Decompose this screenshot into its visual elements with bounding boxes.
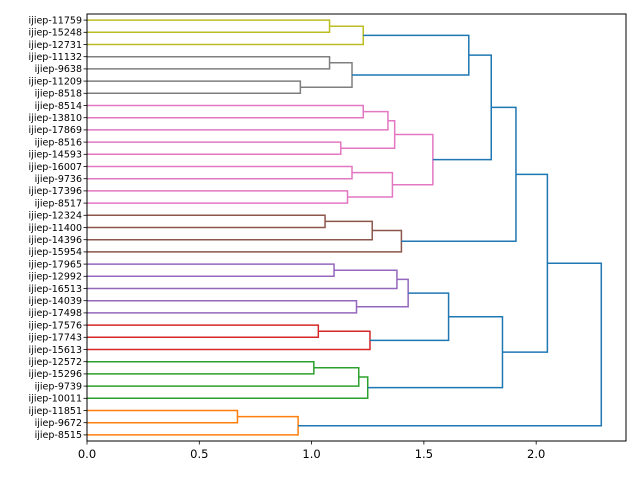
x-tick-label: 0.0 [78,447,96,461]
leaf-label: ijiep-8514 [35,101,82,112]
dendrogram-link [87,25,364,46]
dendrogram-link [87,409,239,424]
dendrogram-link [87,165,353,180]
dendrogram-link [87,415,299,436]
dendrogram-link [87,80,302,95]
leaf-label: ijiep-17576 [29,320,82,331]
dendrogram-link [87,141,342,156]
leaf-label: ijiep-8515 [35,430,82,441]
leaf-label: ijiep-11132 [29,52,82,63]
dendrogram-link [367,315,504,389]
dendrogram-link [401,106,517,242]
dendrogram-link [87,263,335,278]
leaf-label: ijiep-9739 [35,381,82,392]
x-tick-label: 1.5 [415,447,433,461]
leaf-label: ijiep-14396 [29,235,82,246]
dendrogram-link [87,190,349,204]
leaf-label: ijiep-12572 [29,357,82,368]
leaf-label: ijiep-12992 [29,272,82,283]
leaf-label: ijiep-15954 [29,247,82,258]
leaf-label: ijiep-8517 [35,198,82,209]
dendrogram-link [298,262,603,427]
dendrogram-link [87,376,369,400]
leaf-label: ijiep-9736 [35,174,82,185]
leaf-label: ijiep-8516 [35,137,82,148]
leaf-label: ijiep-17498 [29,308,82,319]
dendrogram-link [502,173,549,353]
dendrogram-link [87,360,315,375]
leaf-label: ijiep-11400 [29,223,82,234]
leaf-label: ijiep-16513 [29,284,82,295]
leaf-label: ijiep-8518 [35,89,82,100]
dendrogram-link [369,292,450,342]
leaf-label: ijiep-17869 [29,125,82,136]
leaf-label: ijiep-12731 [29,40,82,51]
leaf-label: ijiep-11209 [29,76,82,87]
dendrogram-link [87,214,326,229]
dendrogram-link [392,133,434,186]
dendrogram-link [87,324,320,339]
leaf-label: ijiep-17396 [29,186,82,197]
dendrogram-link [87,55,331,70]
dendrogram-link [87,299,358,314]
leaf-label: ijiep-11759 [29,15,82,26]
dendrogram-link [87,19,331,34]
x-tick-label: 1.0 [302,447,320,461]
dendrogram-link [87,229,403,253]
leaf-label: ijiep-15296 [29,369,82,380]
leaf-label: ijiep-12324 [29,211,82,222]
dendrogram-link [87,269,398,290]
dendrogram-link [87,110,389,131]
x-tick-label: 0.5 [190,447,208,461]
dendrogram-link [340,120,396,149]
leaf-label: ijiep-16007 [29,162,82,173]
dendrogram-link [87,104,364,119]
leaf-label: ijiep-15248 [29,28,82,39]
leaf-label: ijiep-11851 [29,406,82,417]
leaf-label: ijiep-14039 [29,296,82,307]
leaf-label: ijiep-15613 [29,345,82,356]
leaf-label: ijiep-9638 [35,64,82,75]
dendrogram-link [432,54,492,161]
dendrogram-link [347,171,394,198]
dendrogram-link [300,62,353,88]
leaf-label: ijiep-17743 [29,333,82,344]
leaf-label: ijiep-14593 [29,150,82,161]
dendrogram-link [87,367,360,387]
dendrogram-link [356,278,409,308]
leaf-label: ijiep-9672 [35,418,82,429]
x-tick-label: 2.0 [527,447,545,461]
leaf-label: ijiep-17965 [29,259,82,270]
dendrogram-link [87,330,371,351]
dendrogram-link [352,34,470,76]
dendrogram-link [87,220,373,241]
leaf-label: ijiep-13810 [29,113,82,124]
leaf-label: ijiep-10011 [29,394,82,405]
